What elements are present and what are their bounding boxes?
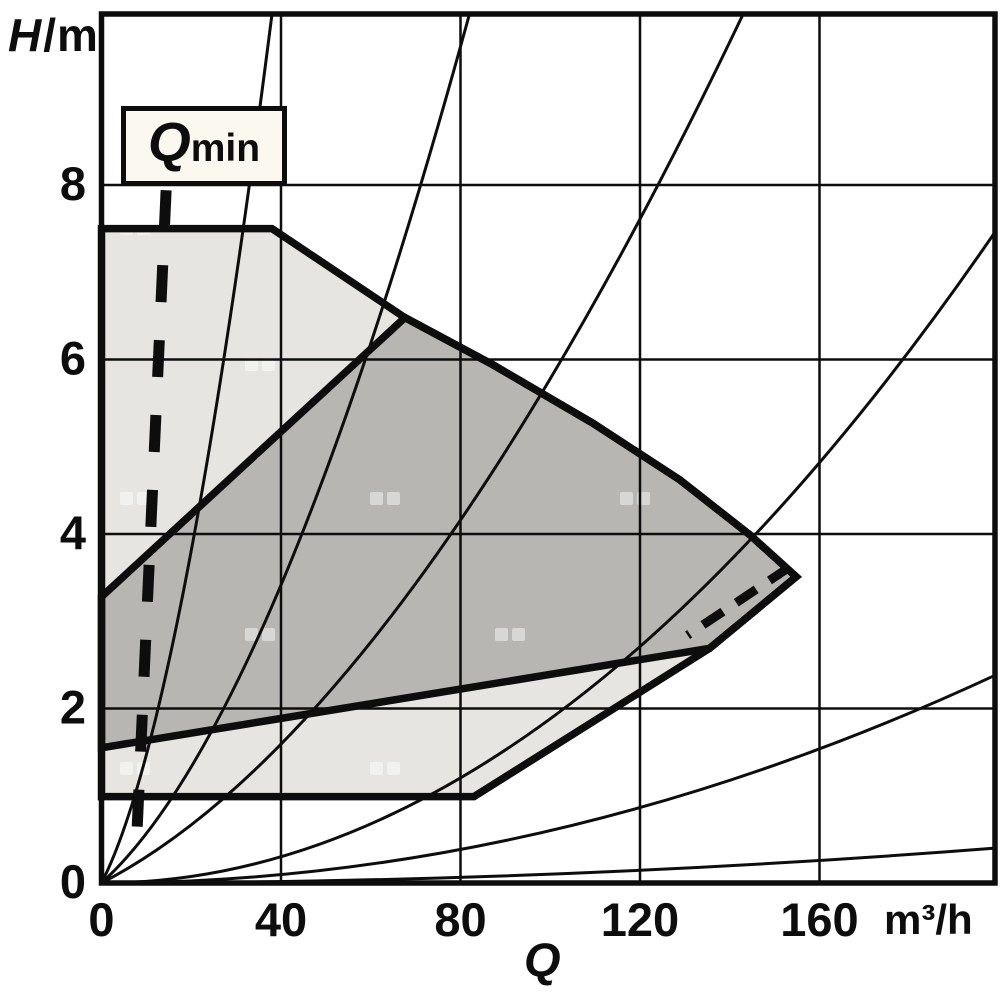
watermark-dot [870,762,883,775]
y-axis-symbol: H [8,9,43,61]
region-border-control-range [97,313,802,753]
watermark-dot [620,762,633,775]
watermark-dot [387,492,400,505]
watermark-dot [387,222,400,235]
y-tick-label-0: 0 [60,855,86,908]
watermark-dot [620,222,633,235]
x-tick-label-0: 0 [88,893,114,946]
watermark-dot [762,628,775,641]
watermark-dot [512,628,525,641]
y-tick-label-2: 2 [60,681,86,734]
watermark-dot [870,222,883,235]
watermark-dot [870,492,883,505]
x-tick-label-80: 80 [434,893,486,946]
watermark-dot [370,762,383,775]
watermark-dot [495,628,508,641]
watermark-dot [120,762,133,775]
watermark-dot [262,358,275,371]
qmin-label-subscript: min [190,127,261,170]
watermark-dot [387,762,400,775]
qmin-label-symbol: Q [147,111,191,173]
system-curve-1 [100,13,274,884]
watermark-dot [370,492,383,505]
watermark-dot [512,358,525,371]
y-tick-label-4: 4 [60,506,86,559]
x-axis-unit: m³/h [884,896,973,943]
watermark-dot [745,628,758,641]
watermark-dot [262,628,275,641]
watermark-dot [745,358,758,371]
watermark-dot [245,358,258,371]
y-tick-label-6: 6 [60,332,86,385]
tip-dashed-edge [685,563,792,639]
x-tick-label-120: 120 [601,893,679,946]
watermark-dot [245,628,258,641]
x-tick-label-40: 40 [255,893,307,946]
x-axis-title: Q [524,933,561,986]
watermark-dot [370,222,383,235]
watermark-dot [887,762,900,775]
y-tick-label-8: 8 [60,157,86,210]
watermark-dot [887,492,900,505]
plot-border [98,11,998,886]
y-axis-title: H/m [8,8,99,62]
watermark-dot [887,222,900,235]
system-curve-3 [100,13,745,885]
region-fill-control-range [101,317,797,748]
watermark-dot [762,358,775,371]
watermark-dot [120,492,133,505]
system-curve-2 [100,13,471,885]
watermark-dot [620,492,633,505]
qmin-dashed-line [131,189,172,833]
x-tick-label-160: 160 [780,893,858,946]
system-curve-5 [101,673,996,885]
y-axis-unit: /m [43,9,99,61]
system-curve-4 [101,231,997,885]
